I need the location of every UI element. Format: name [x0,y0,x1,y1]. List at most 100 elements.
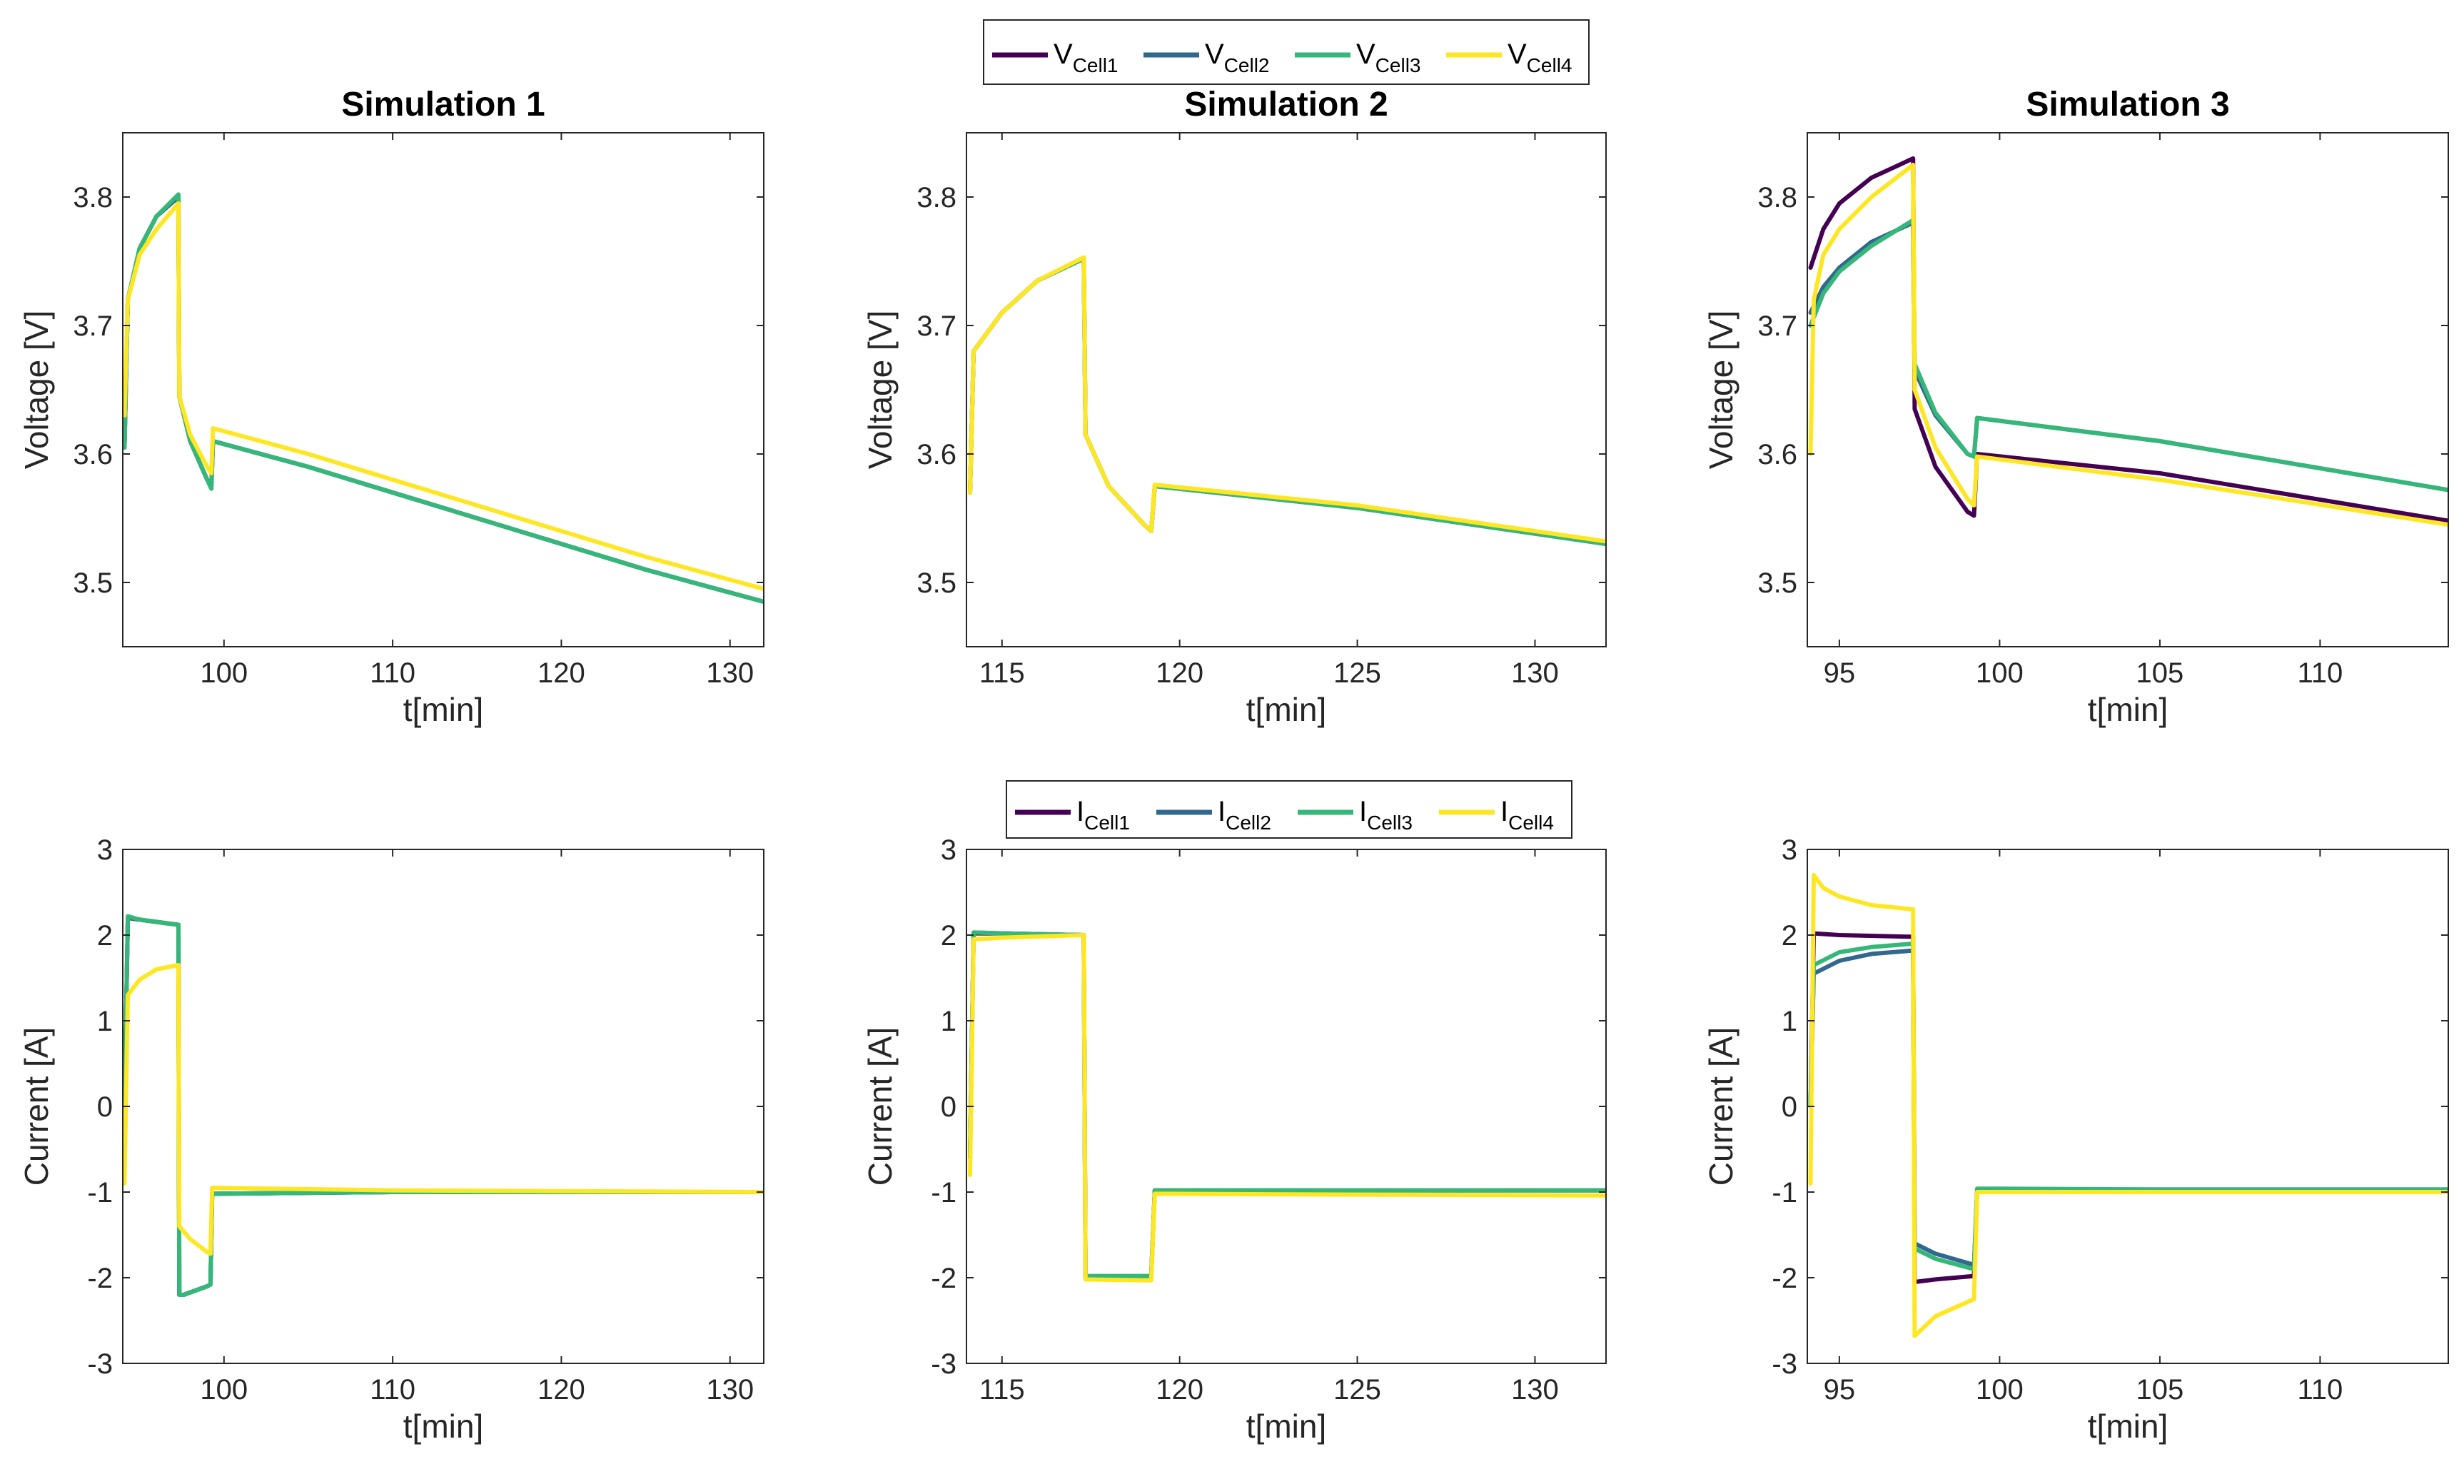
plot-area [966,132,1607,647]
y-tick-label: 3.7 [1757,311,1797,342]
series-line-VCell4 [1808,163,2448,527]
x-tick-label: 130 [1511,1374,1559,1405]
axes-frame [122,132,764,647]
y-tick-label: 3.6 [1757,439,1797,470]
series-line-ICell4 [968,933,1606,1283]
chart-panel-3: 95 100 105 110 3.5 3.6 3.7 3.8 t[min] Voltage [V]… [1702,86,2449,728]
y-tick-label: 3 [1782,834,1797,866]
legend-box [1006,780,1572,839]
y-tick-label: -3 [931,1348,956,1380]
y-axis-label: Voltage [V] [862,311,899,470]
series-line-ICell3 [123,914,764,1297]
x-axis-label: t[min] [403,1408,483,1445]
x-tick-label: 120 [1156,1374,1203,1405]
y-axis-label: Current [A] [862,1027,899,1186]
y-tick-label: 3.5 [1757,567,1797,599]
x-tick-label: 100 [1976,657,2024,689]
chart-panel-5: 115 120 125 130 -3 -2 -1 0 1 2 3 t[min] Current [A] [862,834,1607,1445]
y-tick-label: 1 [1782,1006,1797,1037]
series-group [1808,156,2448,527]
series-line-ICell4 [123,963,764,1256]
chart-title: Simulation 2 [1184,86,1388,123]
x-tick-label: 125 [1333,657,1381,689]
chart-panel-6: 95 100 105 110 -3 -2 -1 0 1 2 3 t[min] Current [A] [1702,834,2449,1445]
series-line-VCell1 [1808,156,2448,523]
series-group [1808,873,2448,1338]
y-tick-label: -1 [87,1177,113,1208]
x-axis-label: t[min] [2088,1408,2168,1445]
x-tick-label: 120 [537,657,585,689]
x-axis-label: t[min] [1246,691,1326,728]
y-tick-label: 2 [1782,920,1797,952]
y-tick-label: 1 [97,1006,113,1037]
chart-panel-4: 100 110 120 130 -3 -2 -1 0 1 2 3 t[min] Current [A] [18,834,764,1445]
x-axis-label: t[min] [2088,691,2168,728]
legend-label-Cell2: VCell2 [1205,39,1270,76]
x-tick-label: 125 [1333,1374,1381,1405]
axes-frame [1807,132,2449,647]
x-tick-label: 105 [2136,1374,2184,1405]
x-axis-label: t[min] [403,691,483,728]
y-tick-label: -1 [1772,1177,1797,1208]
plot-area [966,849,1607,1364]
series-line-VCell3 [123,192,764,604]
y-tick-label: 3.8 [73,182,113,213]
series-line-VCell4 [123,201,764,591]
y-tick-label: 3.8 [1757,182,1797,213]
y-tick-label: 2 [97,920,113,952]
y-tick-label: -2 [1772,1263,1797,1294]
plot-area [1807,849,2449,1364]
y-tick-label: 3.6 [73,439,113,470]
x-tick-label: 110 [370,1374,415,1405]
x-tick-label: 120 [1156,657,1203,689]
y-tick-label: 1 [941,1006,956,1037]
x-tick-label: 130 [1511,657,1559,689]
x-tick-label: 120 [537,1374,585,1405]
y-tick-label: -1 [931,1177,956,1208]
chart-panel-1: 100 110 120 130 3.5 3.6 3.7 3.8 t[min] Voltage [V… [18,86,764,728]
legend-label-Cell1: VCell1 [1054,39,1119,76]
chart-title: Simulation 1 [341,86,545,123]
x-tick-label: 110 [370,657,415,689]
y-axis-label: Current [A] [1702,1027,1740,1186]
legend-label-Cell1: ICell1 [1076,796,1130,834]
y-tick-label: -3 [1772,1348,1797,1380]
y-tick-label: -2 [931,1263,956,1294]
y-tick-label: 3.7 [917,311,956,342]
chart-title: Simulation 3 [2026,86,2229,123]
y-tick-label: 3.5 [917,567,956,599]
series-line-ICell4 [1808,873,2448,1338]
series-group [123,192,764,604]
y-tick-label: 3.7 [73,311,113,342]
y-axis-label: Voltage [V] [18,311,55,470]
y-axis-label: Voltage [V] [1702,311,1740,470]
y-tick-label: 0 [1782,1091,1797,1123]
y-tick-label: -2 [87,1263,113,1294]
x-tick-label: 110 [2298,657,2343,689]
x-tick-label: 95 [1824,657,1856,689]
series-line-VCell3 [1808,218,2448,493]
y-axis-label: Current [A] [18,1027,55,1186]
x-tick-label: 130 [706,1374,754,1405]
series-line-ICell3 [968,930,1606,1278]
axes-frame [966,132,1607,647]
x-tick-label: 115 [979,657,1025,689]
y-tick-label: 3 [97,834,113,866]
y-tick-label: -3 [87,1348,113,1380]
legend-label-Cell4: ICell4 [1500,796,1554,834]
legend-label-Cell2: ICell2 [1218,796,1271,834]
y-tick-label: 2 [941,920,956,952]
x-tick-label: 95 [1824,1374,1856,1405]
plot-area [1807,132,2449,647]
legend-label-Cell4: VCell4 [1508,39,1572,76]
chart-panel-2: 115 120 125 130 3.5 3.6 3.7 3.8 t[min] Voltage [V… [862,86,1607,728]
y-tick-label: 3.6 [917,439,956,470]
y-tick-label: 3.5 [73,567,113,599]
y-tick-label: 0 [97,1091,113,1123]
legend-label-Cell3: ICell3 [1359,796,1413,834]
series-group [123,914,764,1297]
x-tick-label: 115 [979,1374,1025,1405]
x-axis-label: t[min] [1246,1408,1326,1445]
series-group [968,255,1606,546]
x-tick-label: 110 [2298,1374,2343,1405]
